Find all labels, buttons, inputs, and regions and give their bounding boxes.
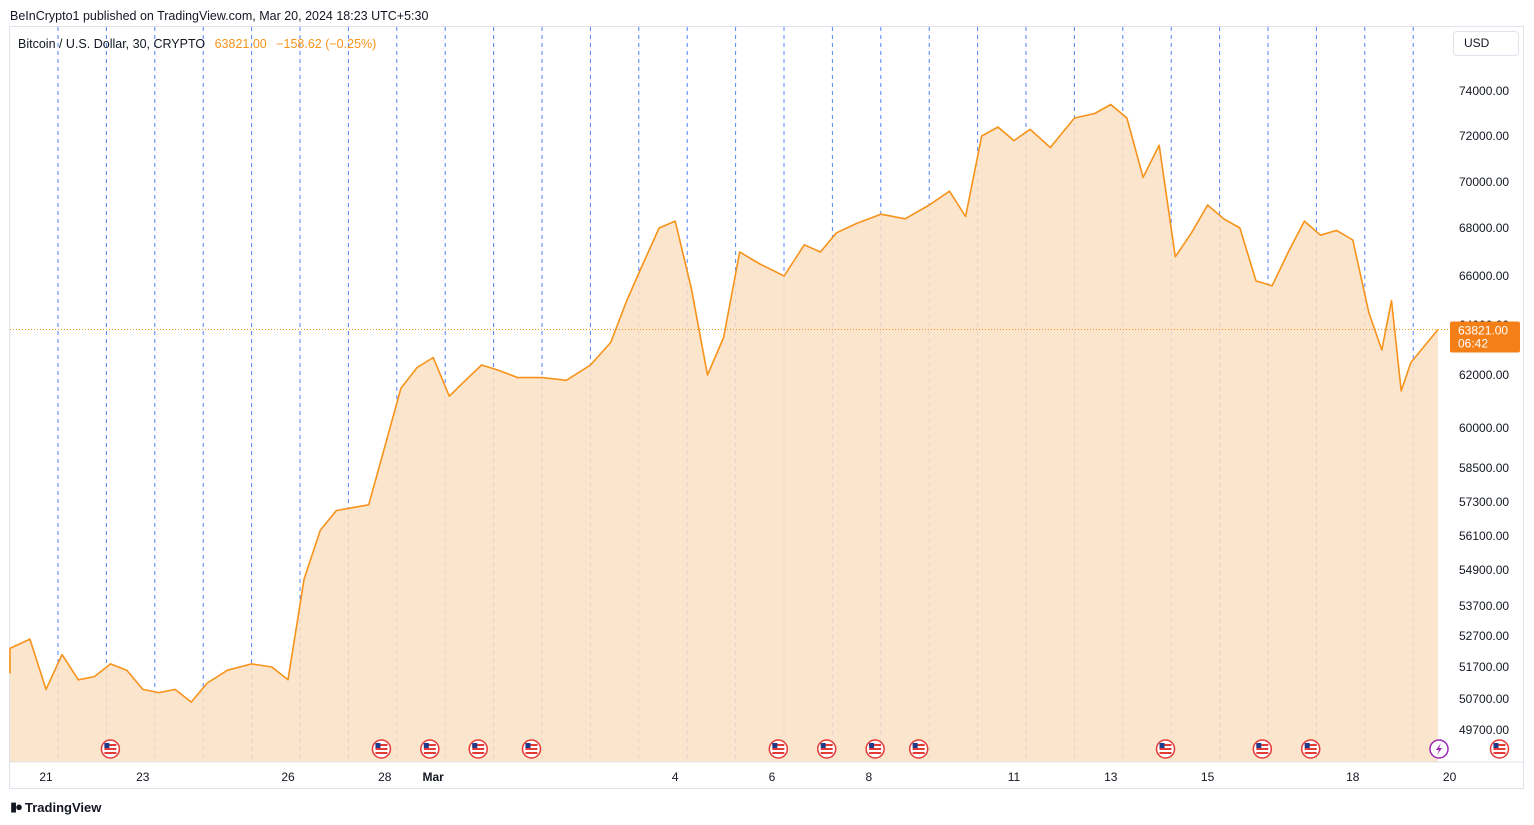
x-tick-label: 20 <box>1443 770 1457 784</box>
x-tick-label: 11 <box>1008 770 1021 784</box>
time-axis: 21 23 26 28 Mar 4 6 8 11 13 15 18 20 <box>10 761 1524 784</box>
currency-button[interactable]: USD <box>1453 31 1519 56</box>
economic-events <box>100 739 1510 759</box>
price-tag-background <box>1450 321 1520 353</box>
price-line <box>9 103 1439 703</box>
y-tick-label: 74000.00 <box>1459 84 1509 98</box>
price-tag-countdown: 06:42 <box>1458 336 1488 350</box>
x-tick-label: 28 <box>378 770 392 784</box>
us-event-flag-icon[interactable] <box>1252 739 1273 759</box>
published-info: BeInCrypto1 published on TradingView.com… <box>10 9 429 23</box>
us-event-flag-icon[interactable] <box>816 739 837 759</box>
us-event-flag-icon[interactable] <box>1155 739 1176 759</box>
us-event-flag-icon[interactable] <box>521 739 542 759</box>
x-tick-label: 23 <box>136 770 150 784</box>
us-event-flag-icon[interactable] <box>865 739 885 759</box>
us-event-flag-icon[interactable] <box>1300 739 1321 759</box>
y-tick-label: 52700.00 <box>1459 629 1509 643</box>
us-event-flag-icon[interactable] <box>468 739 488 759</box>
y-tick-label: 51700.00 <box>1459 660 1509 674</box>
us-event-flag-icon[interactable] <box>420 739 440 759</box>
y-tick-label: 68000.00 <box>1459 221 1509 235</box>
x-tick-label: Mar <box>423 770 445 784</box>
y-tick-label: 66000.00 <box>1459 269 1509 283</box>
us-event-flag-icon[interactable] <box>100 739 121 759</box>
last-price-tag: 63821.00 06:42 <box>1450 321 1520 353</box>
y-tick-label: 49700.00 <box>1459 723 1509 737</box>
us-event-flag-icon[interactable] <box>908 739 929 759</box>
x-tick-label: 18 <box>1346 770 1360 784</box>
price-tag-value: 63821.00 <box>1458 323 1508 337</box>
y-tick-label: 56100.00 <box>1459 529 1509 543</box>
tradingview-brand: TradingView <box>25 799 102 815</box>
symbol-price: 63821.00 <box>214 37 267 51</box>
y-tick-label: 70000.00 <box>1459 175 1509 189</box>
lightning-icon[interactable] <box>1429 739 1449 759</box>
y-tick-label: 50700.00 <box>1459 692 1509 706</box>
symbol-legend[interactable]: Bitcoin / U.S. Dollar, 30, CRYPTO 63821.… <box>18 37 376 51</box>
tradingview-logo[interactable]: ▮● TradingView <box>10 799 101 815</box>
y-tick-label: 62000.00 <box>1459 368 1509 382</box>
y-tick-label: 54900.00 <box>1459 563 1509 577</box>
x-tick-label: 8 <box>865 770 872 784</box>
x-tick-label: 13 <box>1104 770 1118 784</box>
y-tick-label: 60000.00 <box>1459 421 1509 435</box>
us-event-flag-icon[interactable] <box>371 739 392 759</box>
x-tick-label: 26 <box>281 770 295 784</box>
tradingview-icon: ▮● <box>10 799 23 814</box>
y-tick-label: 53700.00 <box>1459 599 1509 613</box>
price-axis: 74000.00 72000.00 70000.00 68000.00 66000.00… <box>1459 84 1509 737</box>
price-area-fill <box>10 104 1438 762</box>
y-tick-label: 57300.00 <box>1459 495 1509 509</box>
y-tick-label: 72000.00 <box>1459 129 1509 143</box>
x-tick-label: 15 <box>1201 770 1215 784</box>
x-tick-label: 6 <box>769 770 776 784</box>
us-event-flag-icon[interactable] <box>1489 739 1510 759</box>
symbol-name: Bitcoin / U.S. Dollar, 30, CRYPTO <box>18 37 206 51</box>
y-tick-label: 58500.00 <box>1459 461 1509 475</box>
chart-frame <box>9 26 1524 789</box>
us-event-flag-icon[interactable] <box>768 739 789 759</box>
symbol-change: −158.62 (−0.25%) <box>276 37 377 51</box>
x-tick-label: 21 <box>39 770 53 784</box>
x-tick-label: 4 <box>672 770 679 784</box>
